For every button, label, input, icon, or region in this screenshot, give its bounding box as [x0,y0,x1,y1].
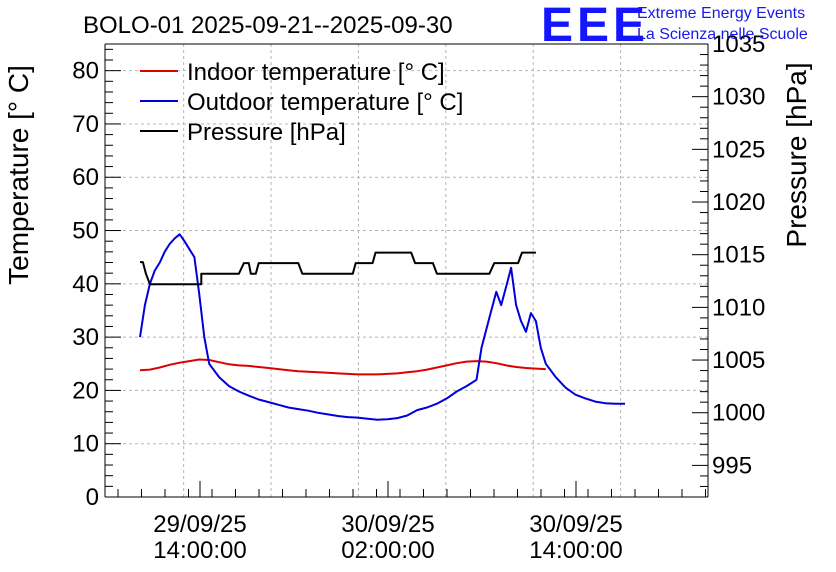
y-tick-label-2: 20 [72,377,99,404]
axes-layer: 0102030405060708099510001005101010151020… [72,31,765,564]
x-tick-label-date-1: 30/09/25 [341,511,434,538]
y2-tick-label-6: 1025 [712,136,765,163]
y-tick-label-6: 60 [72,164,99,191]
chart-title: BOLO-01 2025-09-21--2025-09-30 [83,12,453,39]
x-tick-label-date-2: 30/09/25 [529,511,622,538]
y-tick-label-7: 70 [72,111,99,138]
grid-layer [105,44,708,497]
y2-tick-label-1: 1000 [712,400,765,427]
y-tick-label-5: 50 [72,218,99,245]
series-line-1 [139,233,625,421]
eee-logo-mark: EEE [541,0,649,52]
x-tick-label-date-0: 29/09/25 [153,511,246,538]
y-axis-title: Temperature [° C] [3,65,34,285]
y2-tick-label-8: 1035 [712,31,765,58]
y2-tick-label-4: 1015 [712,242,765,269]
legend-label-0: Indoor temperature [° C] [187,59,445,86]
y2-axis-title: Pressure [hPa] [781,62,812,247]
x-tick-label-time-1: 02:00:00 [341,537,434,564]
series-line-0 [139,358,546,376]
series-line-2 [140,251,536,286]
legend: Indoor temperature [° C] Outdoor temperat… [140,59,463,146]
y-tick-label-1: 10 [72,431,99,458]
x-tick-label-time-2: 14:00:00 [529,537,622,564]
y-tick-label-3: 30 [72,324,99,351]
y2-tick-label-3: 1010 [712,294,765,321]
y-tick-label-0: 0 [86,484,99,511]
y2-tick-label-5: 1020 [712,189,765,216]
y2-tick-label-2: 1005 [712,347,765,374]
legend-label-2: Pressure [hPa] [187,119,346,146]
legend-label-1: Outdoor temperature [° C] [187,89,463,116]
series-layer [139,233,625,421]
y-tick-label-8: 80 [72,58,99,85]
brand-line-2: La Scienza nelle Scuole [637,26,808,43]
brand-line-1: Extreme Energy Events [637,5,805,22]
y-tick-label-4: 40 [72,271,99,298]
y2-tick-label-7: 1030 [712,84,765,111]
labels-layer: BOLO-01 2025-09-21--2025-09-30 Temperatu… [3,0,812,285]
x-tick-label-time-0: 14:00:00 [153,537,246,564]
y2-tick-label-0: 995 [712,452,752,479]
